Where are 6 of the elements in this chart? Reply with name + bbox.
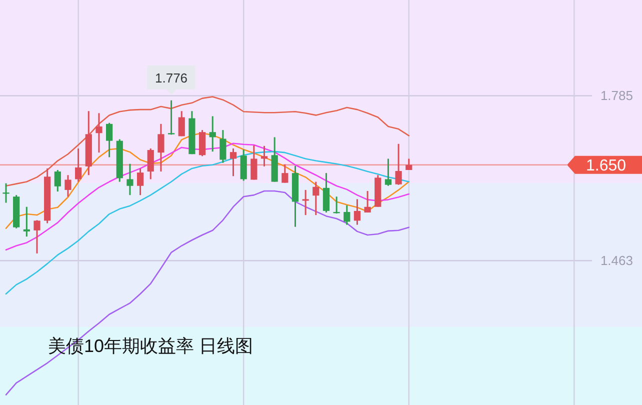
title: 美债10年期收益率 日线图 — [48, 336, 254, 356]
annotation: 1.776 — [155, 70, 188, 86]
ref-line-label: 1.650 — [586, 157, 626, 174]
y-tick-label: 1.463 — [600, 253, 633, 268]
annotation: 1.776 — [147, 65, 196, 94]
y-tick-label: 1.785 — [600, 88, 633, 104]
